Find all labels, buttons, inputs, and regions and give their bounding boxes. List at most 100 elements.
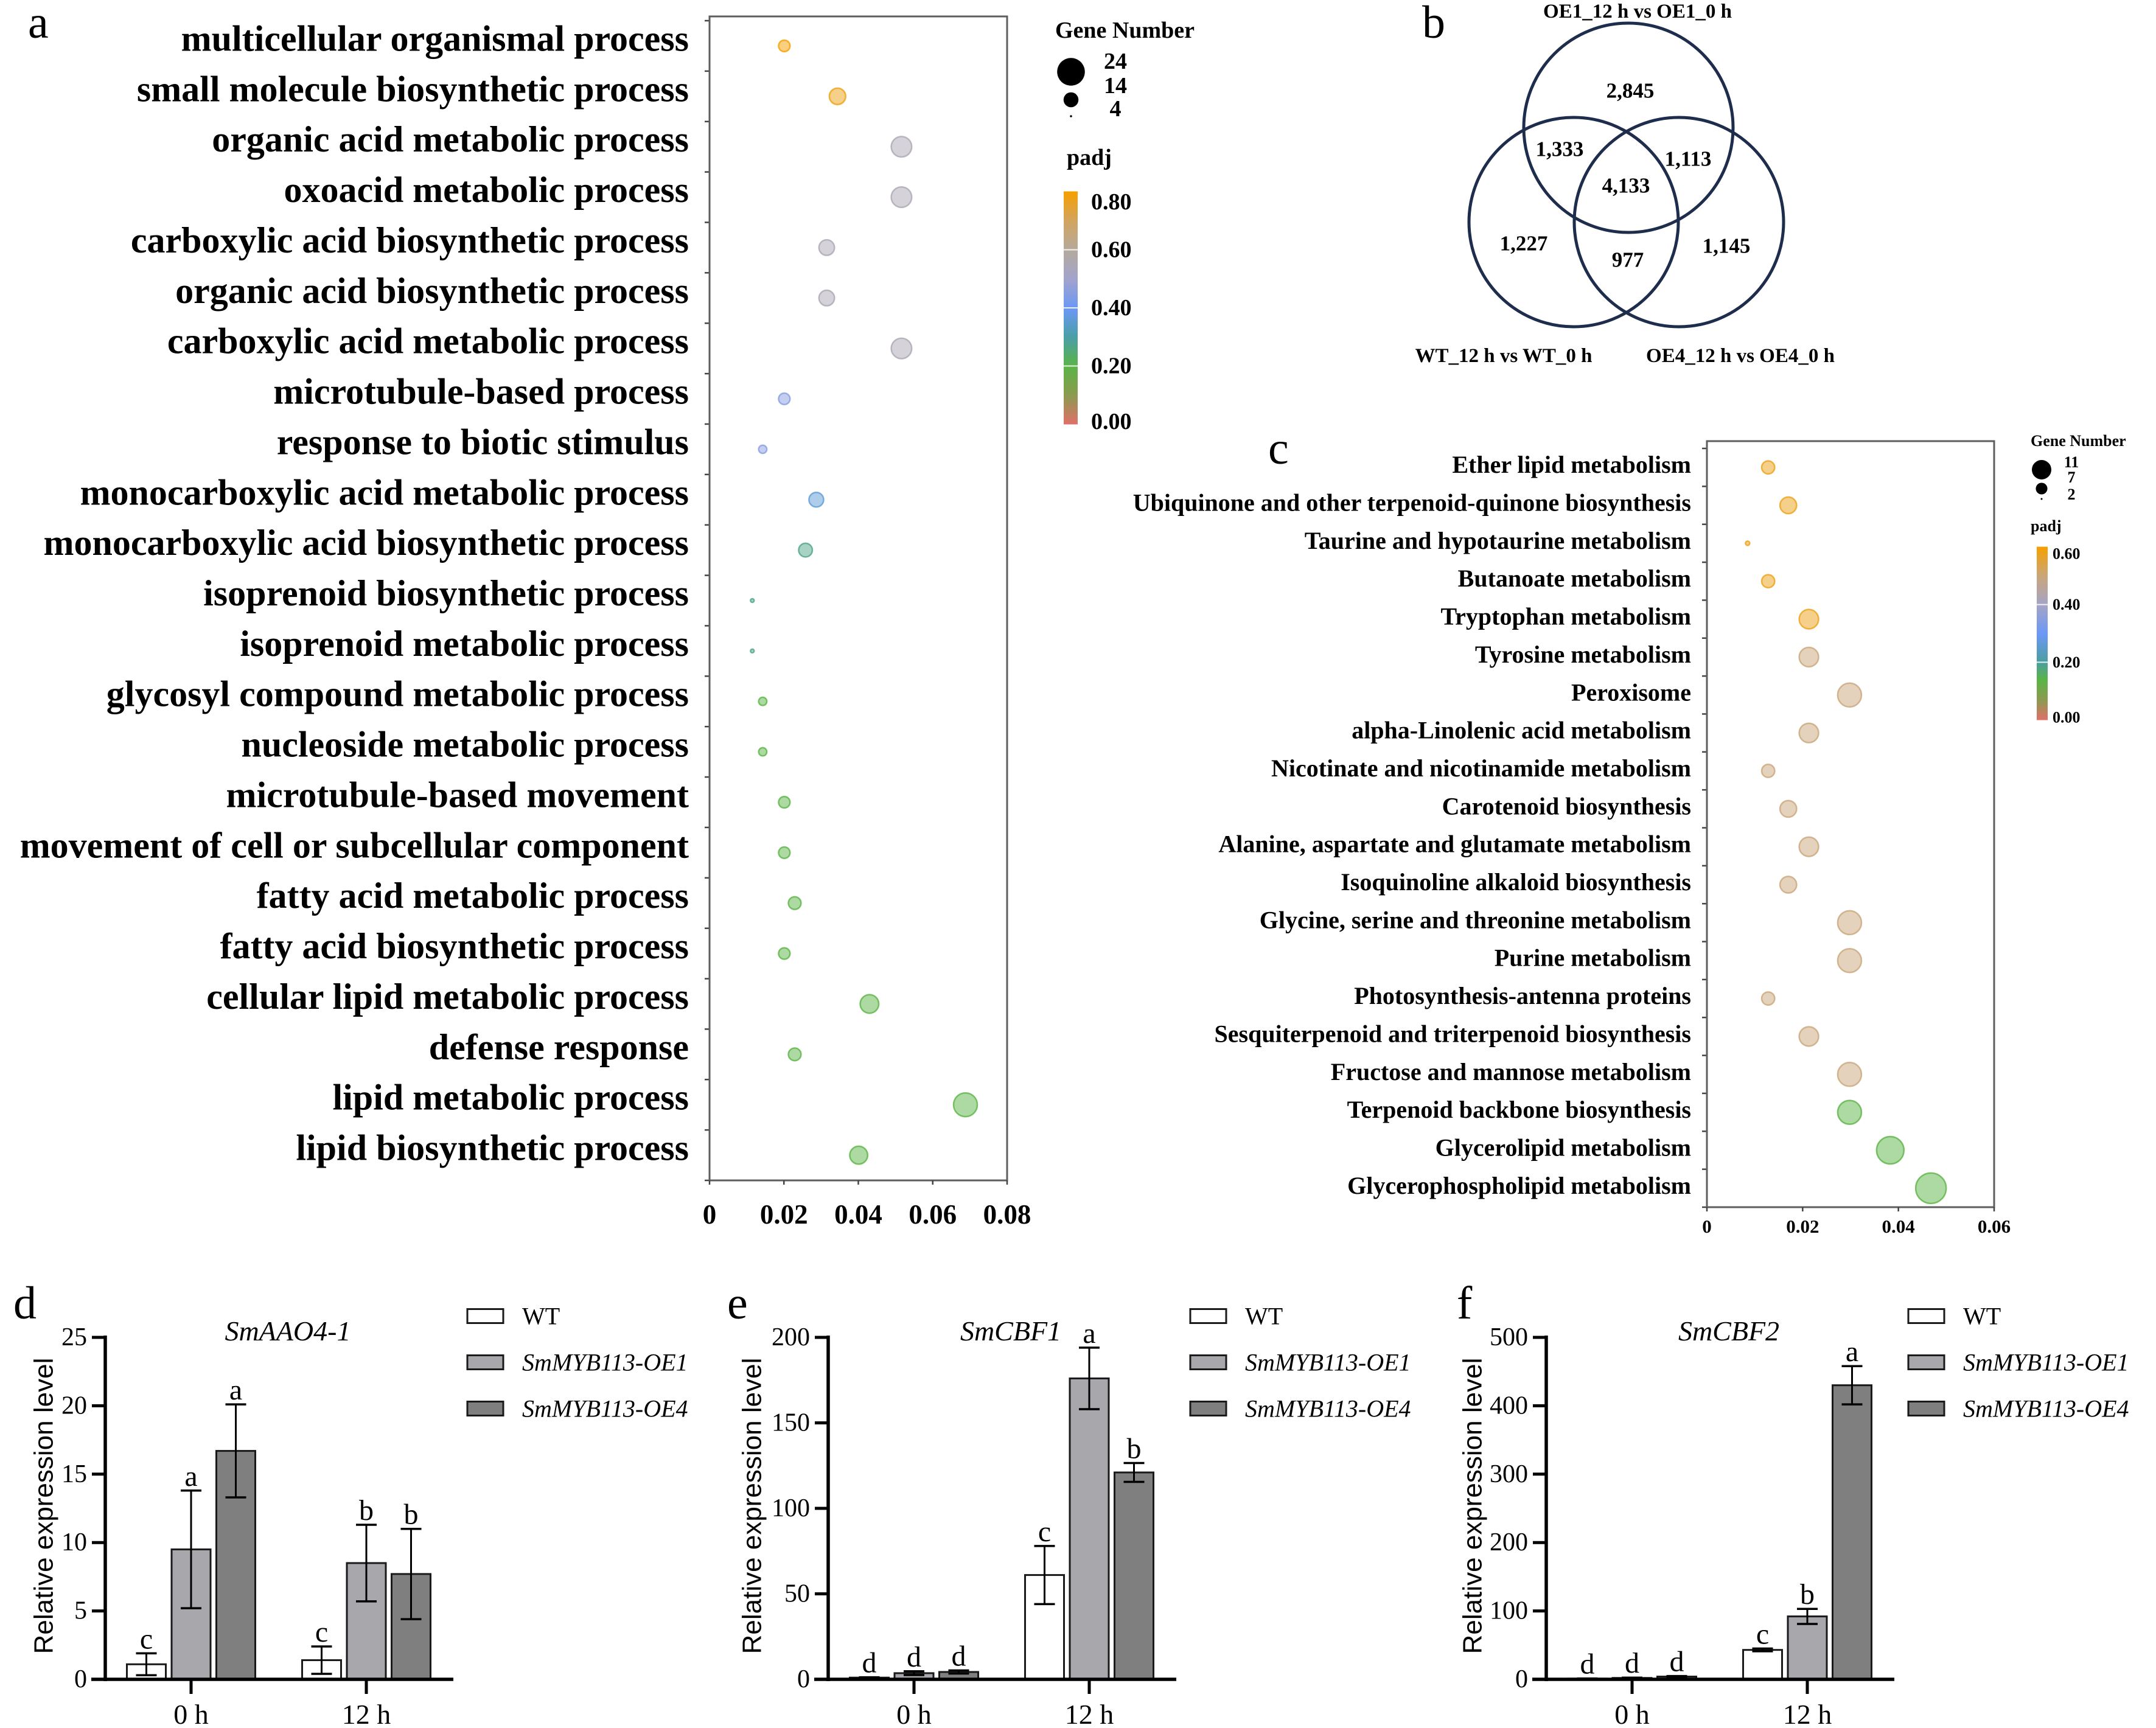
bubble xyxy=(778,392,791,406)
legend-label: SmMYB113-OE4 xyxy=(522,1395,688,1423)
colorbar-segment xyxy=(2037,630,2048,633)
bar xyxy=(1069,1377,1110,1681)
category-label: lipid biosynthetic process xyxy=(296,1128,689,1168)
panel-a-go-enrichment-bubble-chart: a 0 0.02 0.04 0.06 0.08 multicellular organis… xyxy=(20,0,1195,1230)
panel-label-f: f xyxy=(1457,1278,1473,1329)
category-label: organic acid biosynthetic process xyxy=(175,271,689,311)
colorbar-segment xyxy=(1064,214,1078,217)
category-label: Glycine, serine and threonine metabolism xyxy=(1260,906,1691,933)
colorbar-segment xyxy=(1064,212,1078,215)
colorbar-segment xyxy=(1064,222,1078,225)
colorbar-segment xyxy=(2037,600,2048,602)
colorbar-segment xyxy=(2037,633,2048,635)
colorbar-segment xyxy=(2037,644,2048,647)
colorbar-segment xyxy=(2037,614,2048,617)
category-label: Terpenoid backbone biosynthesis xyxy=(1347,1096,1691,1123)
colorbar-segment xyxy=(2037,558,2048,560)
significance-letter: a xyxy=(229,1374,242,1406)
significance-letter: b xyxy=(1127,1433,1142,1465)
colorbar-segment xyxy=(2037,634,2048,637)
colorbar-segment xyxy=(2037,577,2048,579)
legend-swatch xyxy=(1907,1354,1945,1370)
bubble xyxy=(1779,496,1798,515)
significance-letter: c xyxy=(1038,1516,1051,1548)
colorbar-segment xyxy=(2037,637,2048,639)
y-tick-label: 500 xyxy=(1490,1323,1528,1351)
colorbar-segment xyxy=(2037,595,2048,598)
colorbar-segment xyxy=(1064,381,1078,384)
category-label: Ether lipid metabolism xyxy=(1452,451,1691,478)
legend-swatch xyxy=(1907,1401,1945,1416)
colorbar-segment xyxy=(1064,273,1078,276)
colorbar-segment xyxy=(2037,699,2048,702)
colorbar-segment xyxy=(1064,305,1078,308)
y-tick-label: 300 xyxy=(1490,1460,1528,1488)
colorbar-tick-label: 0.00 xyxy=(1091,409,1132,434)
colorbar-segment xyxy=(2037,641,2048,644)
colorbar-segment xyxy=(2037,617,2048,619)
venn-region-count: 2,845 xyxy=(1607,79,1655,103)
colorbar-segment xyxy=(1064,191,1078,194)
panel-label-b: b xyxy=(1422,0,1445,48)
colorbar-segment xyxy=(1064,263,1078,266)
colorbar-segment xyxy=(1064,391,1078,394)
panel-label-e: e xyxy=(727,1278,748,1329)
colorbar-segment xyxy=(2037,604,2048,607)
bubble xyxy=(758,696,768,706)
legend-swatch xyxy=(466,1401,504,1416)
size-legend-title: Gene Number xyxy=(1055,18,1195,43)
colorbar-segment xyxy=(2037,647,2048,650)
colorbar-segment xyxy=(1064,209,1078,212)
category-label: carboxylic acid biosynthetic process xyxy=(131,220,689,260)
colorbar-segment xyxy=(2037,602,2048,605)
y-tick-label: 200 xyxy=(772,1323,810,1351)
panel-c-kegg-enrichment-bubble-chart: c 0 0.02 0.04 0.06 Ether lipid metabolism Ubi… xyxy=(1133,423,2126,1237)
legend-swatch xyxy=(1189,1308,1227,1324)
size-legend-circle xyxy=(2036,483,2048,495)
category-label: fatty acid metabolic process xyxy=(257,876,689,916)
colorbar-segment xyxy=(1064,226,1078,229)
colorbar-segment xyxy=(2037,584,2048,587)
colorbar-segment xyxy=(1064,220,1078,223)
x-tick-label: 0.08 xyxy=(983,1199,1031,1230)
category-label: Fructose and mannose metabolism xyxy=(1331,1058,1691,1085)
x-tick-label: 0 h xyxy=(173,1699,209,1728)
colorbar-segment xyxy=(1064,280,1078,284)
venn-region-count: 4,133 xyxy=(1602,174,1650,198)
colorbar-segment xyxy=(2037,703,2048,706)
colorbar-segment xyxy=(2037,709,2048,712)
chart-title: SmAAO4-1 xyxy=(225,1315,351,1347)
colorbar-segment xyxy=(1064,358,1078,361)
venn-region-count: 1,227 xyxy=(1500,232,1548,256)
y-axis-label: Relative expression level xyxy=(29,1358,59,1654)
colorbar-segment xyxy=(2037,663,2048,666)
size-legend-label: 7 xyxy=(2068,469,2076,486)
colorbar-segment xyxy=(2037,579,2048,582)
colorbar-segment xyxy=(2037,554,2048,556)
colorbar-segment xyxy=(2037,594,2048,596)
colorbar-segment xyxy=(2037,689,2048,692)
colorbar-segment xyxy=(1064,342,1078,345)
colorbar-segment xyxy=(1064,203,1078,206)
significance-letter: b xyxy=(1800,1578,1815,1611)
colorbar-segment xyxy=(1064,329,1078,332)
x-tick-label: 0.02 xyxy=(1786,1216,1819,1237)
colorbar-segment xyxy=(2037,549,2048,552)
colorbar-segment xyxy=(1064,193,1078,196)
colorbar-segment xyxy=(1064,417,1078,421)
colorbar-segment xyxy=(2037,655,2048,657)
colorbar-segment xyxy=(1064,298,1078,301)
colorbar-segment xyxy=(2037,561,2048,563)
category-label: microtubule-based movement xyxy=(226,775,689,815)
colorbar-segment xyxy=(2037,700,2048,703)
venn-set-circle xyxy=(1572,116,1785,329)
size-legend-title: Gene Number xyxy=(2031,432,2126,450)
colorbar-segment xyxy=(2037,683,2048,686)
bubble xyxy=(778,795,791,809)
bubble xyxy=(758,747,768,757)
colorbar-segment xyxy=(1064,389,1078,392)
panel-d-bar-chart: d SmAAO4-1 0 5 10 15 20 25 c a a c b b 0 h 12 h Relativ… xyxy=(13,1278,688,1728)
